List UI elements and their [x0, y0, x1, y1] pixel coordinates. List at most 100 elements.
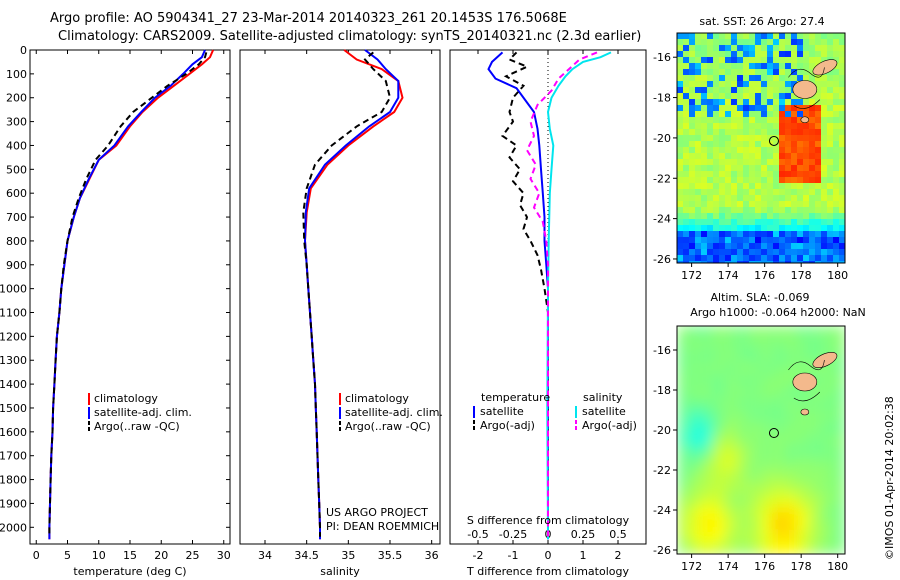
depth-tick-label: 1200 [0, 330, 27, 343]
map-cell [701, 87, 708, 94]
map-cell [773, 434, 786, 447]
map-cell [689, 195, 696, 202]
map-cell [683, 57, 690, 64]
map-cell [737, 410, 750, 423]
map-cell [749, 123, 756, 130]
map-cell [821, 195, 828, 202]
map-cell [725, 249, 732, 256]
map-cell [689, 542, 702, 554]
map-cell [779, 249, 786, 256]
map-cell [749, 105, 756, 112]
map-cell [731, 39, 738, 46]
map-cell [731, 129, 738, 136]
map-cell [767, 189, 774, 196]
map-cell [821, 105, 828, 112]
map-cell [689, 410, 702, 423]
map-cell [797, 165, 804, 172]
map-cell [713, 213, 720, 220]
map-cell [683, 213, 690, 220]
map-cell [707, 225, 714, 232]
map-cell [743, 243, 750, 250]
map-cell [779, 33, 786, 40]
x-tick-label: 30 [217, 549, 231, 562]
map-cell [719, 207, 726, 214]
map-cell [803, 171, 810, 178]
map-cell [827, 243, 834, 250]
map-cell [731, 231, 738, 238]
map-cell [761, 410, 774, 423]
map-cell [755, 189, 762, 196]
map-cell [809, 530, 822, 543]
map-cell [833, 326, 845, 339]
map-cell [695, 237, 702, 244]
map-cell [689, 243, 696, 250]
map-cell [779, 177, 786, 184]
map-cell [749, 243, 756, 250]
map-cell [725, 159, 732, 166]
map-cell [725, 422, 738, 435]
map-cell [701, 398, 714, 411]
map-cell [773, 326, 786, 339]
map-cell [755, 51, 762, 58]
map-cell [809, 147, 816, 154]
map-cell [701, 506, 714, 519]
map-cell [761, 195, 768, 202]
map-cell [713, 362, 726, 375]
map-cell [779, 207, 786, 214]
map-cell [809, 45, 816, 52]
map-cell [809, 542, 822, 554]
map-cell [809, 494, 822, 507]
map-cell [833, 398, 845, 411]
map-cell [749, 111, 756, 118]
map-cell [827, 171, 834, 178]
map-cell [737, 434, 750, 447]
map-cell [725, 261, 732, 263]
map-cell [767, 63, 774, 70]
lon-tick-label: 172 [681, 269, 702, 282]
map-cell [719, 87, 726, 94]
map-cell [749, 470, 762, 483]
map-cell [797, 207, 804, 214]
map-cell [719, 177, 726, 184]
map-cell [689, 39, 696, 46]
map-cell [707, 93, 714, 100]
map-cell [683, 81, 690, 88]
map-cell [809, 506, 822, 519]
map-cell [773, 105, 780, 112]
map-cell [773, 81, 780, 88]
map-cell [761, 111, 768, 118]
map-cell [779, 225, 786, 232]
map-cell [743, 219, 750, 226]
map-cell [761, 135, 768, 142]
map-cell [791, 219, 798, 226]
map-cell [785, 141, 792, 148]
map-cell [683, 75, 690, 82]
depth-tick-label: 1300 [0, 354, 27, 367]
map-cell [683, 177, 690, 184]
map-cell [719, 33, 726, 40]
map-cell [677, 153, 684, 160]
map-cell [785, 117, 792, 124]
map-cell [695, 213, 702, 220]
map-cell [683, 141, 690, 148]
map-cell [695, 183, 702, 190]
map-cell [701, 51, 708, 58]
map-cell [755, 159, 762, 166]
map-cell [749, 39, 756, 46]
map-cell [827, 129, 834, 136]
map-cell [677, 195, 684, 202]
map-cell [689, 386, 702, 399]
map-cell [701, 207, 708, 214]
map-cell [779, 183, 786, 190]
map-cell [809, 207, 816, 214]
map-cell [749, 231, 756, 238]
map-cell [779, 51, 786, 58]
map-cell [791, 57, 798, 64]
map-cell [767, 45, 774, 52]
map-cell [737, 135, 744, 142]
map-cell [689, 530, 702, 543]
map-cell [731, 57, 738, 64]
map-cell [809, 75, 816, 82]
map-cell [815, 81, 822, 88]
map-cell [809, 177, 816, 184]
